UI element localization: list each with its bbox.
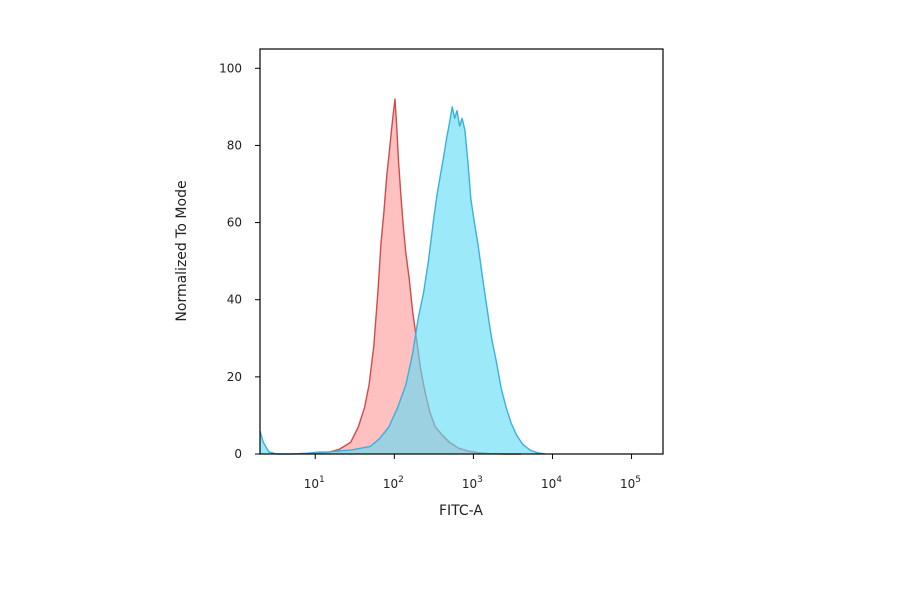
x-tick-label: 105 <box>620 475 641 491</box>
x-axis-label: FITC-A <box>439 503 483 519</box>
x-tick-label: 102 <box>383 475 404 491</box>
x-axis-ticks: 101 102 103 104 105 <box>304 454 641 491</box>
y-axis-label: Normalized To Mode <box>174 180 190 321</box>
y-axis-ticks: 0 20 40 60 80 100 <box>219 61 260 461</box>
y-tick-label: 80 <box>227 138 242 152</box>
y-tick-label: 20 <box>227 370 242 384</box>
x-tick-label: 101 <box>304 475 325 491</box>
y-tick-label: 100 <box>219 61 242 75</box>
x-tick-label: 103 <box>462 475 483 491</box>
series-2-area <box>260 106 545 455</box>
plot-frame <box>259 48 664 455</box>
y-tick-label: 40 <box>227 293 242 307</box>
series-2-line <box>259 106 545 455</box>
series-layer <box>259 98 545 455</box>
x-tick-label: 104 <box>541 475 562 491</box>
y-tick-label: 0 <box>234 447 242 461</box>
y-tick-label: 60 <box>227 216 242 230</box>
